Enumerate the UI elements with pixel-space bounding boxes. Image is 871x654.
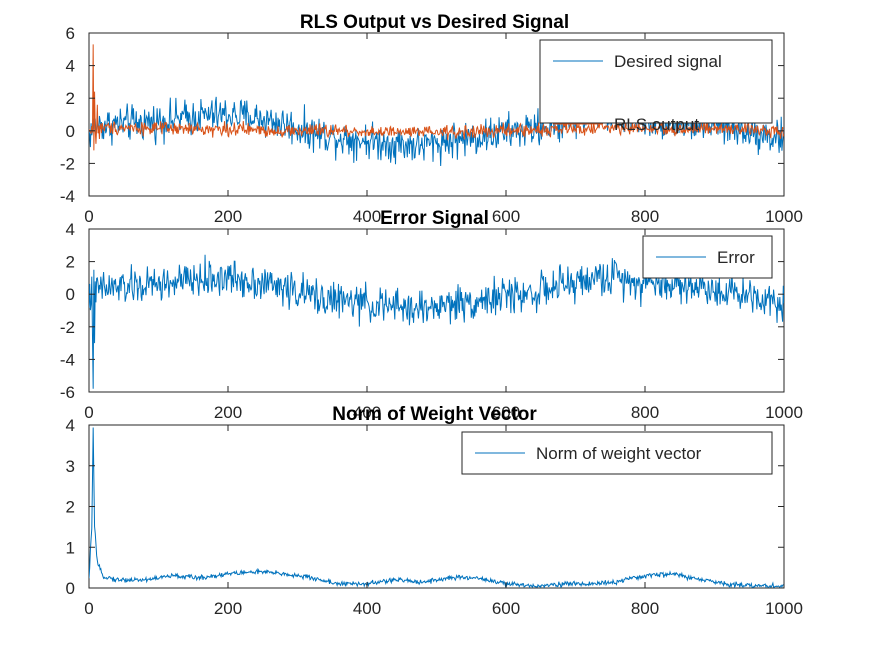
legend-label: Error [717,248,755,267]
x-tick-label: 0 [84,207,93,226]
legend-box [539,39,773,124]
y-tick-label: 2 [66,253,75,272]
y-tick-label: 6 [66,24,75,43]
legend: Error [642,235,773,279]
y-tick-label: 4 [66,416,75,435]
y-tick-label: -4 [60,350,75,369]
series-line-rls-output [89,44,784,151]
x-tick-label: 600 [492,403,520,422]
y-tick-label: 4 [66,220,75,239]
x-tick-label: 0 [84,599,93,618]
x-tick-label: 800 [631,599,659,618]
series-line-error [89,254,784,389]
chart-title: Norm of Weight Vector [332,404,537,425]
x-tick-label: 800 [631,207,659,226]
y-tick-label: -4 [60,187,75,206]
x-tick-label: 600 [492,599,520,618]
x-tick-label: 1000 [765,207,803,226]
y-tick-label: 1 [66,538,75,557]
subplot-3: 0 200 400 600 800 1000 0 1 2 3 4 Norm of Weight Vec… [66,404,803,618]
y-tick-label: 0 [66,122,75,141]
x-tick-label: 600 [492,207,520,226]
x-tick-label: 200 [214,599,242,618]
y-tick-label: 0 [66,579,75,598]
x-tick-label: 0 [84,403,93,422]
y-tick-label: 3 [66,457,75,476]
subplot-2: 0 200 400 600 800 1000 -6 -4 -2 0 2 4 Error Signal Er… [60,208,803,422]
legend-label: Norm of weight vector [536,444,702,463]
series-line-norm-of-weight-vector [89,427,784,588]
x-tick-label: 200 [214,403,242,422]
x-tick-label: 400 [353,207,381,226]
legend: Norm of weight vector [461,431,773,475]
y-tick-label: 2 [66,498,75,517]
chart-title: RLS Output vs Desired Signal [300,12,569,33]
subplot-1: 0 200 400 600 800 1000 -4 -2 0 2 4 6 RLS Output vs D… [60,12,803,226]
x-tick-label: 1000 [765,403,803,422]
x-tick-label: 200 [214,207,242,226]
y-tick-label: 0 [66,285,75,304]
x-tick-label: 1000 [765,599,803,618]
x-tick-label: 400 [353,403,381,422]
y-tick-label: -2 [60,318,75,337]
x-tick-label: 800 [631,403,659,422]
y-tick-label: 2 [66,89,75,108]
legend: Desired signal RLS output [539,39,773,134]
chart-title: Error Signal [380,208,489,229]
y-tick-label: -2 [60,154,75,173]
y-tick-label: 4 [66,57,75,76]
legend-label: Desired signal [614,52,722,71]
x-tick-label: 400 [353,599,381,618]
y-tick-label: -6 [60,383,75,402]
legend-label: RLS output [614,115,699,134]
